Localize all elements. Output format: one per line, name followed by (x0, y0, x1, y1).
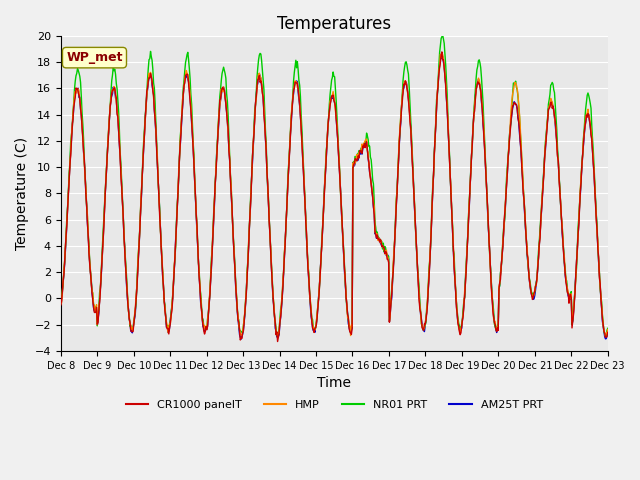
Text: WP_met: WP_met (67, 51, 123, 64)
Y-axis label: Temperature (C): Temperature (C) (15, 137, 29, 250)
X-axis label: Time: Time (317, 376, 351, 390)
Title: Temperatures: Temperatures (277, 15, 391, 33)
Legend: CR1000 panelT, HMP, NR01 PRT, AM25T PRT: CR1000 panelT, HMP, NR01 PRT, AM25T PRT (122, 396, 547, 415)
